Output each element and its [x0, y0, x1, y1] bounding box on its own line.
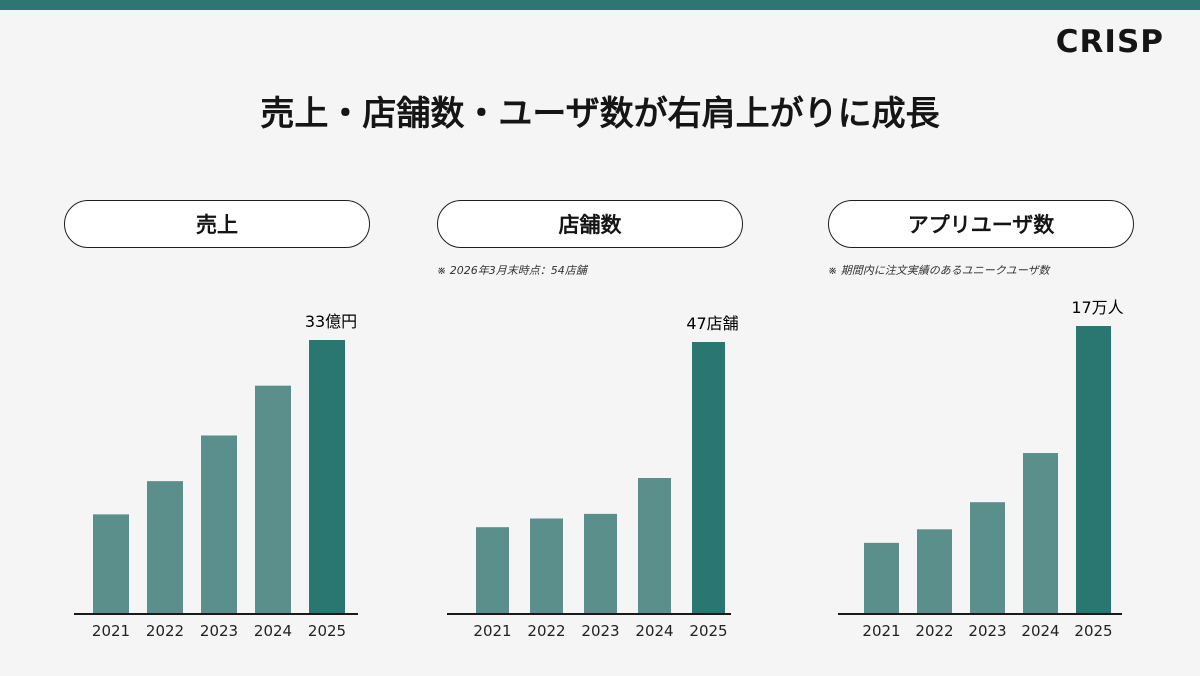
bar-2023	[970, 502, 1005, 614]
bar-2025	[1076, 326, 1111, 614]
sales-chart: 2021 2022 2023 2024 2025 33億円	[74, 312, 358, 640]
bar-2022	[530, 518, 563, 614]
brand-logo: CRISP	[1055, 24, 1164, 60]
x-tick-label: 2025	[689, 622, 727, 640]
chart-note: ※ 2026年3月末時点：54店舗	[437, 264, 587, 277]
stores-chart: 2021 2022 2023 2024 2025 47店舗	[447, 314, 739, 640]
bar-2023	[584, 513, 617, 614]
value-label: 47店舗	[686, 314, 738, 333]
chart-title-pill: アプリユーザ数	[828, 200, 1134, 248]
panel-app-users: アプリユーザ数 ※ 期間内に注文実績のあるユニークユーザ数 2021 2022 20…	[828, 200, 1136, 660]
bar-2025	[309, 340, 345, 614]
bar-2022	[147, 481, 183, 614]
panel-sales: 売上 2021 2022 2023 2024 2025 33億円	[64, 200, 372, 660]
users-chart: 2021 2022 2023 2024 2025 17万人	[838, 298, 1124, 640]
x-tick-label: 2022	[915, 622, 953, 640]
bar-2022	[917, 529, 952, 614]
value-label: 17万人	[1071, 298, 1123, 317]
slide-title: 売上・店舗数・ユーザ数が右肩上がりに成長	[260, 94, 940, 134]
x-tick-label: 2023	[581, 622, 619, 640]
top-accent-bar	[0, 0, 1200, 10]
x-tick-label: 2021	[473, 622, 511, 640]
x-tick-label: 2025	[308, 622, 346, 640]
value-label: 33億円	[305, 312, 357, 331]
bar-2024	[255, 385, 291, 614]
chart-title-pill: 店舗数	[437, 200, 743, 248]
x-tick-label: 2023	[200, 622, 238, 640]
panel-stores: 店舗数 ※ 2026年3月末時点：54店舗 2021 2022 2023 2024 20…	[437, 200, 745, 660]
bar-2025	[692, 342, 725, 614]
bar-2021	[864, 542, 899, 614]
x-tick-label: 2022	[527, 622, 565, 640]
x-tick-label: 2024	[1021, 622, 1059, 640]
bar-2023	[201, 435, 237, 614]
bar-2021	[93, 514, 129, 614]
bar-2021	[476, 527, 509, 614]
bar-2024	[1023, 453, 1058, 614]
bar-2024	[638, 478, 671, 614]
x-tick-label: 2023	[968, 622, 1006, 640]
x-tick-label: 2021	[862, 622, 900, 640]
x-tick-label: 2024	[254, 622, 292, 640]
x-tick-label: 2024	[635, 622, 673, 640]
chart-title-pill: 売上	[64, 200, 370, 248]
x-tick-label: 2021	[92, 622, 130, 640]
chart-note: ※ 期間内に注文実績のあるユニークユーザ数	[828, 264, 1050, 277]
x-tick-label: 2025	[1074, 622, 1112, 640]
x-tick-label: 2022	[146, 622, 184, 640]
